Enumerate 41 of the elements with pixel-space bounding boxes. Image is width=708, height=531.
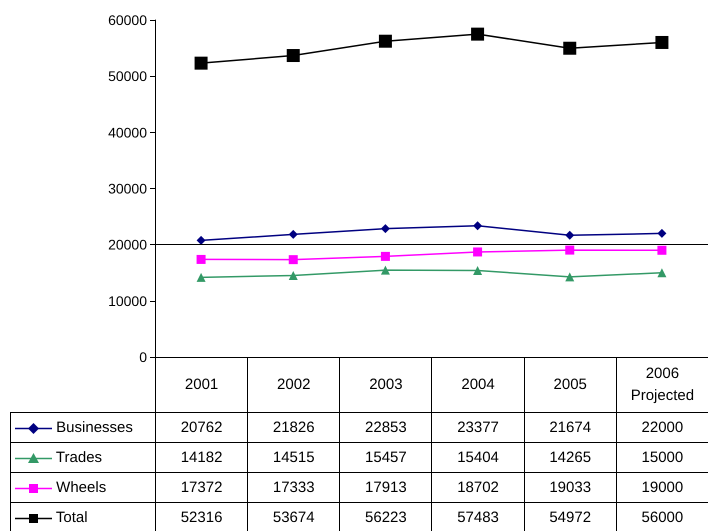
data-label: 22853 [340,412,432,442]
data-label: 14515 [248,442,340,472]
data-label: 56000 [616,502,708,531]
data-label: 19000 [616,472,708,502]
y-tick-label: 60000 [108,12,148,28]
x-tick-label: 2006 Projected [616,358,708,412]
x-tick-label: 2004 [432,358,524,412]
data-label: 20762 [156,412,248,442]
y-tick-label: 0 [139,349,148,365]
x-tick-label: 2005 [524,358,616,412]
data-label: 56223 [340,502,432,531]
data-label: 17913 [340,472,432,502]
legend-label: Businesses [10,412,156,442]
data-label: 15404 [432,442,524,472]
y-tick-label: 50000 [108,68,148,84]
legend-label: Trades [10,442,156,472]
data-label: 21826 [248,412,340,442]
data-label: 17333 [248,472,340,502]
data-label: 52316 [156,502,248,531]
data-label: 53674 [248,502,340,531]
legend-label: Total [10,502,156,531]
data-label: 54972 [524,502,616,531]
data-label: 15000 [616,442,708,472]
data-label: 19033 [524,472,616,502]
data-label: 14265 [524,442,616,472]
y-tick-label: 40000 [108,124,148,140]
data-label: 18702 [432,472,524,502]
x-tick-label: 2003 [340,358,432,412]
y-tick-label: 10000 [108,292,148,309]
data-label: 23377 [432,412,524,442]
y-tick-label: 20000 [108,236,148,253]
legend-label: Wheels [10,472,156,502]
y-tick-label: 30000 [108,180,148,196]
data-label: 17372 [156,472,248,502]
x-tick-label: 2002 [248,358,340,412]
data-label: 21674 [524,412,616,442]
data-label: 57483 [432,502,524,531]
data-label: 15457 [340,442,432,472]
data-label: 22000 [616,412,708,442]
x-tick-label: 2001 [156,358,248,412]
data-label: 14182 [156,442,248,472]
